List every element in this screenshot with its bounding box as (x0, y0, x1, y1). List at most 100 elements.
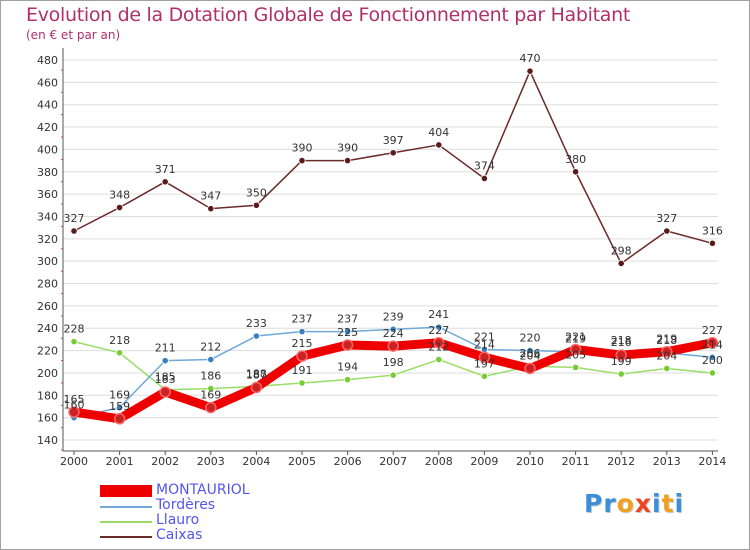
legend-swatch-montauriol (100, 485, 152, 497)
data-point-llauro (298, 379, 306, 387)
data-label-caixas: 390 (292, 142, 313, 155)
data-point-llauro (708, 369, 717, 377)
data-label-caixas: 374 (474, 159, 495, 172)
data-point-montauriol (341, 339, 354, 351)
data-point-tordères (526, 346, 534, 355)
logo-letter: t (661, 489, 675, 518)
data-label-llauro: 206 (520, 347, 541, 360)
data-point-montauriol (205, 401, 217, 414)
logo-letter: r (603, 489, 617, 518)
data-point-montauriol (433, 337, 445, 349)
data-point-caixas (708, 239, 717, 247)
y-tick-label: 400 (37, 143, 58, 156)
x-tick-label: 2001 (106, 455, 134, 468)
data-label-montauriol: 215 (292, 337, 313, 350)
y-tick-label: 240 (37, 322, 58, 335)
data-label-llauro: 199 (611, 355, 632, 368)
data-label-llauro: 194 (337, 361, 358, 374)
proxiti-logo: Proxiti (584, 489, 684, 518)
x-tick-label: 2006 (334, 455, 362, 468)
x-tick-label: 2004 (242, 455, 270, 468)
y-tick-label: 140 (37, 434, 58, 447)
chart-title: Evolution de la Dotation Globale de Fonc… (26, 4, 631, 26)
data-point-caixas (343, 156, 352, 165)
data-point-montauriol (569, 343, 582, 356)
data-point-tordères (343, 327, 352, 336)
legend-label-tordères: Tordères (156, 497, 216, 513)
data-point-caixas (70, 227, 78, 235)
series-lines (68, 67, 719, 425)
logo-letter: P (584, 489, 604, 518)
data-point-llauro (70, 338, 78, 346)
data-label-llauro: 186 (200, 370, 221, 383)
data-label-tordères: 160 (64, 399, 85, 412)
x-tick-label: 2010 (516, 455, 544, 468)
data-point-tordères (298, 327, 306, 336)
data-label-caixas: 390 (337, 142, 358, 155)
data-point-caixas (617, 259, 625, 268)
data-label-llauro: 218 (109, 334, 130, 347)
data-label-llauro: 212 (428, 341, 449, 354)
x-tick-label: 2003 (197, 455, 225, 468)
legend-label-llauro: Llauro (156, 512, 200, 528)
data-point-tordères (161, 357, 169, 365)
data-label-tordères: 214 (702, 338, 723, 351)
data-point-tordères (207, 355, 215, 364)
y-tick-label: 160 (37, 412, 58, 425)
data-label-caixas: 327 (656, 212, 677, 225)
data-point-caixas (252, 201, 260, 209)
data-point-caixas (116, 203, 124, 212)
data-label-tordères: 169 (109, 389, 130, 402)
data-label-tordères: 212 (200, 341, 221, 354)
data-label-llauro: 197 (474, 357, 495, 370)
legend-swatch-tordères (100, 506, 152, 508)
data-point-montauriol (113, 413, 126, 425)
legend-label-caixas: Caixas (156, 527, 203, 543)
data-label-tordères: 221 (474, 330, 495, 343)
data-label-tordères: 218 (611, 334, 632, 347)
data-label-caixas: 316 (702, 224, 723, 237)
data-label-llauro: 205 (565, 348, 586, 361)
data-label-caixas: 348 (109, 189, 130, 202)
data-label-llauro: 228 (64, 323, 85, 336)
data-label-llauro: 191 (292, 364, 313, 377)
data-point-montauriol (68, 406, 80, 418)
data-point-tordères (389, 325, 397, 333)
data-label-caixas: 347 (200, 190, 221, 203)
data-point-llauro (571, 363, 580, 371)
data-label-tordères: 219 (565, 333, 586, 346)
data-label-montauriol: 227 (428, 324, 449, 337)
data-label-tordères: 218 (656, 334, 677, 347)
data-label-llauro: 200 (702, 354, 723, 367)
data-point-llauro (389, 371, 397, 379)
data-point-llauro (617, 370, 625, 378)
logo-letter: i (652, 489, 662, 518)
data-point-caixas (207, 205, 215, 213)
data-label-tordères: 239 (383, 310, 404, 323)
data-label-montauriol: 219 (656, 333, 677, 346)
data-point-montauriol (661, 345, 673, 358)
legend-label-montauriol: MONTAURIOL (156, 482, 250, 498)
data-point-montauriol (615, 349, 627, 361)
data-label-montauriol: 183 (155, 373, 176, 386)
data-point-tordères (116, 403, 124, 412)
y-tick-label: 300 (37, 255, 58, 268)
x-tick-label: 2000 (60, 455, 88, 468)
data-label-caixas: 404 (428, 126, 449, 139)
data-label-caixas: 298 (611, 244, 632, 257)
y-tick-label: 180 (37, 389, 58, 402)
data-point-caixas (480, 174, 488, 183)
x-tick-label: 2005 (288, 455, 316, 468)
x-tick-label: 2008 (425, 455, 453, 468)
data-label-caixas: 397 (383, 134, 404, 147)
x-tick-label: 2002 (151, 455, 179, 468)
data-point-tordères (435, 323, 443, 331)
y-tick-label: 200 (37, 367, 58, 380)
data-label-tordères: 237 (337, 313, 358, 326)
data-label-montauriol: 227 (702, 324, 723, 337)
data-label-caixas: 350 (246, 186, 267, 199)
data-point-montauriol (524, 362, 536, 375)
data-label-montauriol: 224 (383, 327, 404, 340)
logo-letter: o (616, 489, 635, 518)
